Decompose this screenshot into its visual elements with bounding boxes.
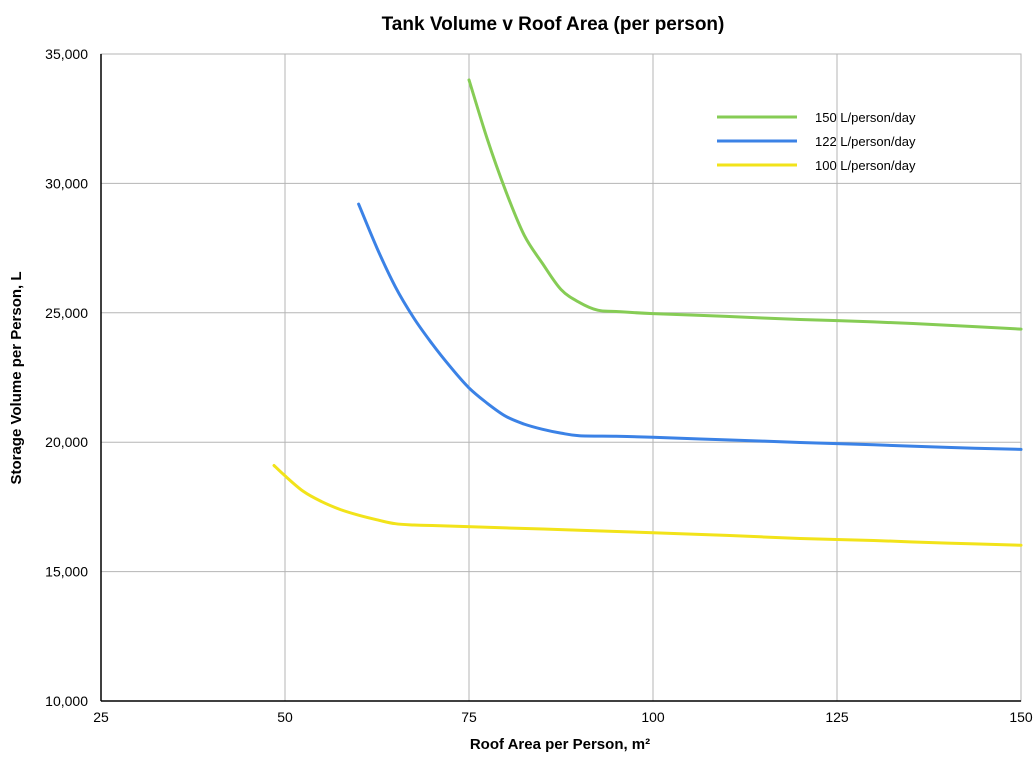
y-tick-label: 35,000 — [45, 46, 88, 62]
y-tick-label: 10,000 — [45, 693, 88, 709]
x-tick-label: 50 — [277, 709, 293, 725]
y-tick-label: 25,000 — [45, 305, 88, 321]
y-tick-label: 15,000 — [45, 564, 88, 580]
series-lines — [272, 78, 1023, 547]
series-line-100-l — [272, 464, 1023, 547]
x-tick-label: 25 — [93, 709, 109, 725]
y-tick-label: 30,000 — [45, 175, 88, 191]
legend: 150 L/person/day 122 L/person/day 100 L/pe… — [717, 110, 916, 173]
series-line-150-l — [467, 78, 1023, 331]
legend-label-150-l: 150 L/person/day — [815, 110, 916, 125]
x-tick-label: 75 — [461, 709, 477, 725]
chart-title: Tank Volume v Roof Area (per person) — [382, 14, 725, 35]
x-axis-title: Roof Area per Person, m² — [470, 736, 650, 753]
x-tick-label: 150 — [1009, 709, 1033, 725]
y-tick-label: 20,000 — [45, 434, 88, 450]
x-tick-label: 125 — [825, 709, 849, 725]
x-tick-label: 100 — [641, 709, 665, 725]
y-axis-title: Storage Volume per Person, L — [8, 271, 25, 484]
axes: 25 50 75 100 125 150 10,000 15,000 20,000 25,000 3… — [45, 46, 1033, 725]
legend-label-122-l: 122 L/person/day — [815, 134, 916, 149]
series-line-122-l — [357, 202, 1023, 451]
legend-label-100-l: 100 L/person/day — [815, 158, 916, 173]
